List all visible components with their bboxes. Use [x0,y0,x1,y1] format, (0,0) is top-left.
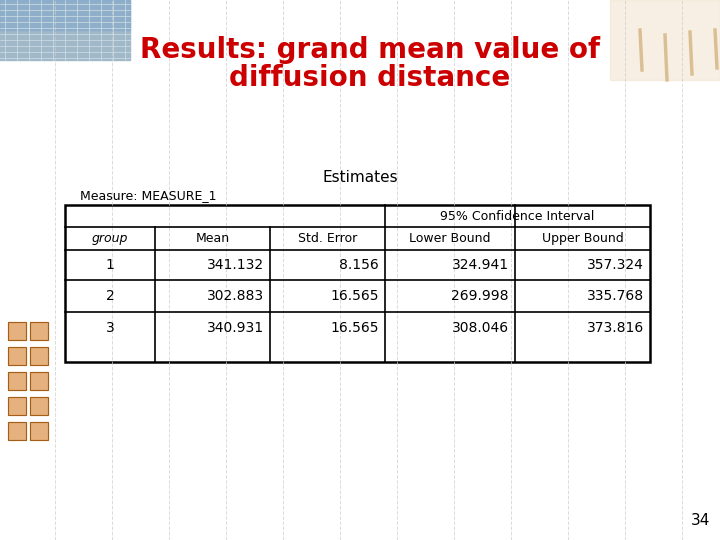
Bar [30,422,48,440]
Text: Results: grand mean value of: Results: grand mean value of [140,36,600,64]
Bar [8,322,26,340]
Bar [30,322,48,340]
Text: Upper Bound: Upper Bound [541,232,624,245]
Text: group: group [92,232,128,245]
Bar [30,347,48,365]
Text: 8.156: 8.156 [339,258,379,272]
Bar [65,205,650,362]
Text: 373.816: 373.816 [587,321,644,335]
Bar [30,397,48,415]
Bar [8,372,26,390]
Text: 2: 2 [106,289,114,303]
Bar [30,372,48,390]
Text: 324.941: 324.941 [452,258,509,272]
Text: 341.132: 341.132 [207,258,264,272]
Bar [30,422,48,440]
Text: 16.565: 16.565 [330,321,379,335]
Bar [30,372,48,390]
Text: Std. Error: Std. Error [298,232,357,245]
Text: 335.768: 335.768 [587,289,644,303]
Text: 3: 3 [106,321,114,335]
Text: 1: 1 [106,258,114,272]
Text: 340.931: 340.931 [207,321,264,335]
Bar [8,372,26,390]
Bar [8,347,26,365]
Text: 34: 34 [690,513,710,528]
Bar [30,347,48,365]
Bar [8,347,26,365]
Bar [610,0,720,80]
Bar [30,397,48,415]
Bar [30,322,48,340]
Bar [8,422,26,440]
Text: Lower Bound: Lower Bound [409,232,491,245]
Text: Mean: Mean [195,232,230,245]
Text: 308.046: 308.046 [452,321,509,335]
Bar [8,422,26,440]
Text: Measure: MEASURE_1: Measure: MEASURE_1 [80,190,217,202]
Bar [0,0,130,30]
Text: Estimates: Estimates [322,170,398,185]
Bar [0,0,130,60]
Text: 302.883: 302.883 [207,289,264,303]
Text: 16.565: 16.565 [330,289,379,303]
Text: 357.324: 357.324 [587,258,644,272]
Bar [8,322,26,340]
Text: 95% Confidence Interval: 95% Confidence Interval [441,210,595,222]
Text: 269.998: 269.998 [451,289,509,303]
Text: diffusion distance: diffusion distance [230,64,510,92]
Bar [8,397,26,415]
Bar [8,397,26,415]
